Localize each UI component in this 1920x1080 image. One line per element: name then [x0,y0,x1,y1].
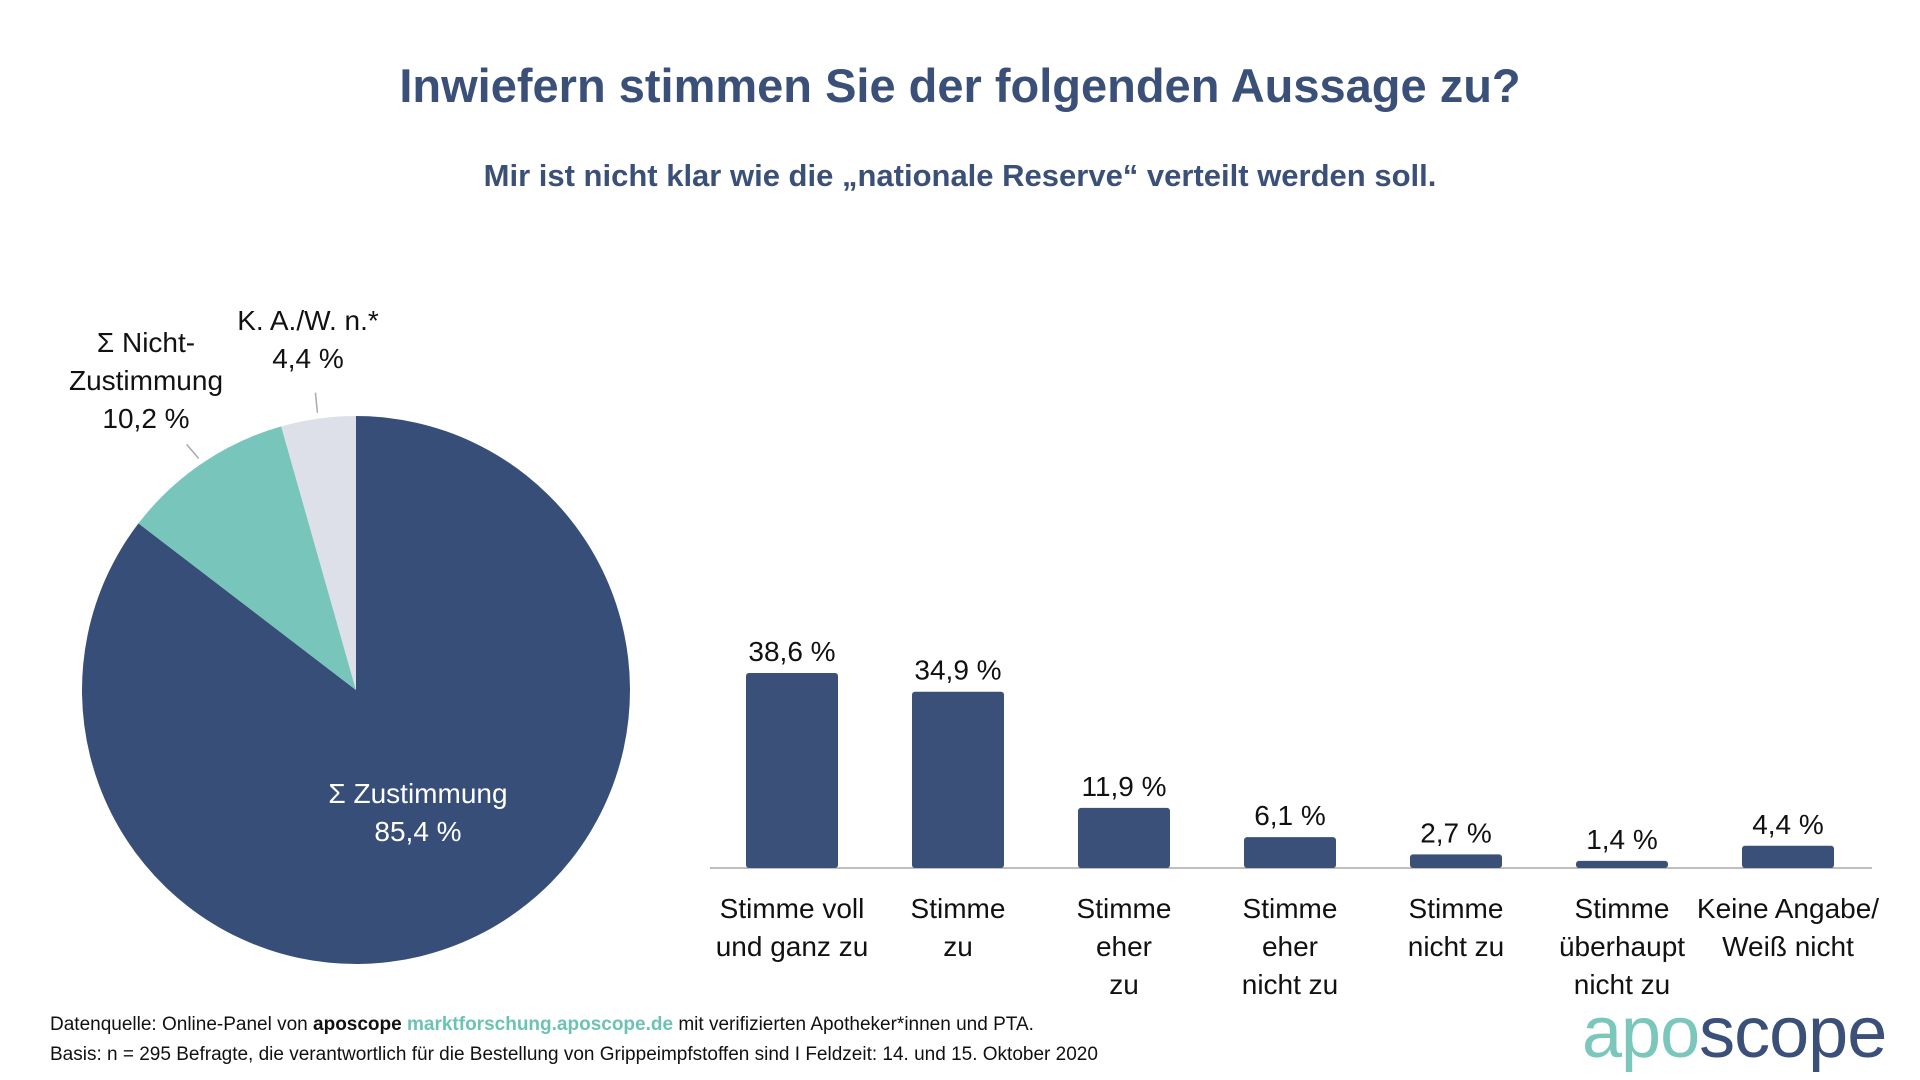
bar-category-label-line: nicht zu [1408,931,1505,962]
chart-subtitle: Mir ist nicht klar wie die „nationale Re… [483,158,1437,193]
bar-category-label-line: Stimme [1077,893,1172,924]
bar-chart: 38,6 % Stimme voll und ganz zu 34,9 % Stimme… [710,636,1879,1000]
bar-category-label: Stimme voll und ganz zu [716,893,869,962]
footer-source-prefix: Datenquelle: Online-Panel von [50,1014,314,1035]
pie-label-nicht-zustimmung-line: Zustimmung [69,365,223,396]
bar-value-label: 38,6 % [748,636,835,667]
pie-label-nicht-zustimmung-line: 10,2 % [102,403,189,434]
bar-category-label-line: zu [1109,969,1139,1000]
pie-chart: Σ Zustimmung 85,4 % Σ Nicht- Zustimmung 10,2… [69,305,631,964]
bar-value-label: 4,4 % [1752,809,1824,840]
footer-basis: Basis: n = 295 Befragte, die verantwortl… [50,1044,1098,1065]
pie-slice [281,416,356,690]
pie-label-ka-line: K. A./W. n.* [237,305,379,336]
bar-category-label-line: und ganz zu [716,931,869,962]
bar-category-label-line: nicht zu [1574,969,1671,1000]
pie-slice [138,426,356,690]
bar [746,673,838,868]
bar-category-label-line: Keine Angabe/ [1697,893,1879,924]
bar [1410,854,1502,868]
footer-source-suffix: mit verifizierten Apotheker*innen und PT… [673,1014,1034,1035]
bar-category-label: Stimme eher nicht zu [1242,893,1339,1000]
pie-label-nicht-zustimmung: Σ Nicht- Zustimmung 10,2 % [69,327,223,434]
bar-value-label: 11,9 % [1081,771,1166,802]
bar-category-label-line: eher [1096,931,1152,962]
bar-category-label-line: zu [943,931,973,962]
footer-source: Datenquelle: Online-Panel von aposcope m… [50,1010,1098,1040]
pie-label-zustimmung-line: 85,4 % [374,816,461,847]
chart-title: Inwiefern stimmen Sie der folgenden Auss… [399,59,1521,112]
bar [1742,845,1834,868]
bar-category-label: Stimme nicht zu [1408,893,1505,962]
pie-label-ka-line: 4,4 % [272,343,344,374]
pie-label-zustimmung: Σ Zustimmung 85,4 % [328,778,507,847]
bar [1576,860,1668,868]
bar-category-label-line: eher [1262,931,1318,962]
footer-link[interactable]: marktforschung.aposcope.de [407,1014,674,1035]
bar [1078,807,1170,868]
pie-leader-line [186,443,200,459]
pie-label-nicht-zustimmung-line: Σ Nicht- [97,327,195,358]
bar [1244,837,1336,868]
bar-category-label: Stimme zu [911,893,1006,962]
pie-label-ka: K. A./W. n.* 4,4 % [237,305,379,374]
footer: Datenquelle: Online-Panel von aposcope m… [50,1010,1098,1070]
bar-category-label-line: Weiß nicht [1722,931,1854,962]
bar-category-label-line: überhaupt [1559,931,1685,962]
bar-category-label-line: Stimme [1575,893,1670,924]
bar-category-label-line: nicht zu [1242,969,1339,1000]
footer-brand: aposcope [313,1014,402,1035]
bar-category-label-line: Stimme [1243,893,1338,924]
bar-category-label-line: Stimme [1409,893,1504,924]
bar-value-label: 6,1 % [1254,800,1326,831]
bar-category-label: Stimme eher zu [1077,893,1172,1000]
bar [912,691,1004,868]
bar-value-label: 34,9 % [914,655,1001,686]
bar-category-label: Keine Angabe/Weiß nicht [1697,893,1879,962]
logo-part-apo: apo [1582,993,1700,1073]
bar-value-label: 1,4 % [1586,824,1658,855]
aposcope-logo: aposcope [1582,993,1887,1073]
logo-part-scope: scope [1699,993,1887,1073]
pie-leader-line [314,392,319,413]
bar-category-label-line: Stimme [911,893,1006,924]
pie-label-zustimmung-line: Σ Zustimmung [328,778,507,809]
bar-value-label: 2,7 % [1420,817,1492,848]
bar-category-label: Stimme überhaupt nicht zu [1559,893,1685,1000]
bar-category-label-line: Stimme voll [720,893,865,924]
